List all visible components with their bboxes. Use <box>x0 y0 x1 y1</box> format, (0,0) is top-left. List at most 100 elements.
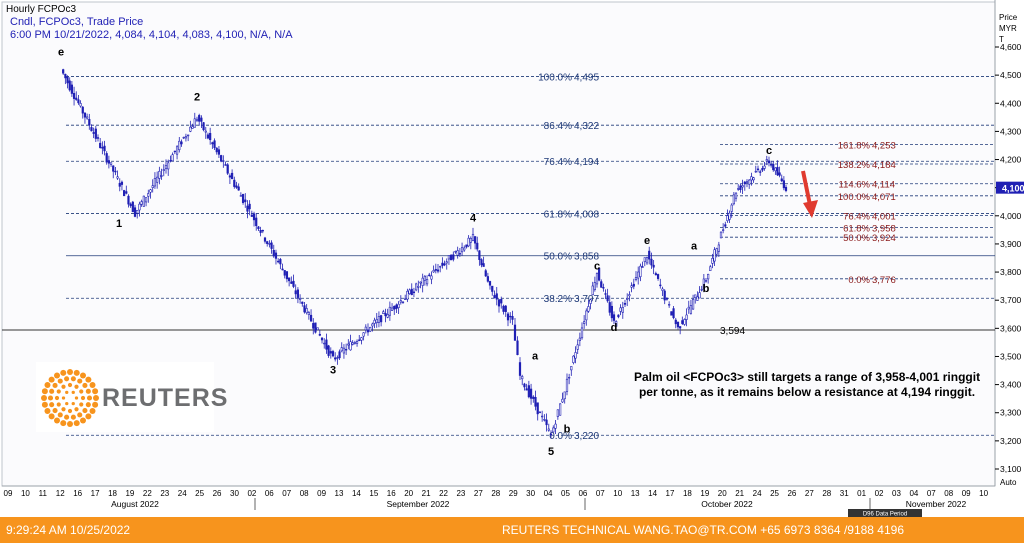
candle <box>123 189 126 197</box>
candle <box>488 280 492 290</box>
candle <box>506 312 510 327</box>
candle <box>428 272 431 277</box>
candle <box>698 286 701 299</box>
candle <box>364 324 367 334</box>
candle <box>213 138 216 150</box>
candle <box>167 159 170 176</box>
candle <box>338 349 341 361</box>
x-tick-label: 16 <box>73 489 82 498</box>
y-tick-label: 4,500 <box>1000 70 1022 80</box>
candle <box>241 193 245 205</box>
x-tick-label: 19 <box>700 489 709 498</box>
data-period-label: D96 Data Period <box>863 512 907 518</box>
x-tick-label: 31 <box>840 489 849 498</box>
x-tick-label: 01 <box>857 489 866 498</box>
candle <box>589 298 592 310</box>
candle <box>288 277 291 287</box>
y-tick-label: 3,900 <box>1000 239 1022 249</box>
candle <box>239 192 242 197</box>
candle <box>412 287 416 298</box>
candle <box>70 80 73 97</box>
x-tick-label: 10 <box>21 489 30 498</box>
candle <box>639 263 642 282</box>
candle <box>298 294 302 304</box>
x-tick-label: 14 <box>648 489 657 498</box>
x-tick-label: 07 <box>596 489 605 498</box>
candle <box>691 294 695 310</box>
footer-credit: REUTERS TECHNICAL WANG.TAO@TR.COM +65 69… <box>502 523 904 537</box>
x-tick-label: 13 <box>631 489 640 498</box>
x-tick-label: 22 <box>143 489 152 498</box>
candle <box>301 301 304 307</box>
candle <box>486 272 489 283</box>
candle <box>763 162 766 171</box>
candle <box>318 329 321 337</box>
x-month-label: October 2022 <box>701 499 753 509</box>
candle <box>204 126 207 139</box>
candle <box>739 183 742 193</box>
y-tick-label: 3,700 <box>1000 295 1022 305</box>
candle <box>556 409 559 420</box>
candle <box>767 156 771 167</box>
candle <box>430 271 433 285</box>
candle <box>674 317 677 329</box>
candle <box>593 276 596 292</box>
x-month-label: August 2022 <box>111 499 159 509</box>
candle <box>92 127 95 139</box>
wave-label: d <box>611 322 618 334</box>
candle <box>406 288 409 303</box>
candle <box>598 267 601 282</box>
candle <box>694 294 697 304</box>
candle <box>772 160 775 172</box>
candle <box>495 286 498 306</box>
candle <box>518 357 522 380</box>
down-arrow-icon <box>801 170 818 218</box>
x-tick-label: 30 <box>526 489 535 498</box>
candle <box>323 338 326 349</box>
candle <box>450 254 453 261</box>
fib-left-value: 4,194 <box>574 157 599 168</box>
candle <box>732 191 735 206</box>
x-tick-label: 10 <box>979 489 988 498</box>
candle <box>309 309 313 322</box>
candle <box>417 280 420 293</box>
candle <box>765 155 768 166</box>
x-tick-label: 17 <box>666 489 675 498</box>
x-tick-label: 28 <box>822 489 831 498</box>
candle <box>509 312 512 324</box>
fib-right-pct: 61.8% <box>843 224 870 235</box>
candle <box>467 235 470 248</box>
candle <box>591 281 594 296</box>
candle <box>665 297 669 301</box>
candle <box>759 169 762 176</box>
y-tick-label: 4,200 <box>1000 155 1022 165</box>
x-tick-label: 06 <box>265 489 274 498</box>
fib-left-pct: 86.4% <box>544 121 572 132</box>
candle <box>316 327 319 331</box>
candle <box>112 165 115 179</box>
x-tick-label: 26 <box>213 489 222 498</box>
x-tick-label: 25 <box>195 489 204 498</box>
candle <box>62 68 65 75</box>
candle <box>347 339 350 350</box>
candle <box>676 321 680 330</box>
x-tick-label: 03 <box>892 489 901 498</box>
x-tick-label: 22 <box>439 489 448 498</box>
candle <box>656 273 660 281</box>
candle <box>349 334 352 351</box>
candle <box>118 178 121 192</box>
candle <box>329 347 332 359</box>
candle <box>752 176 755 183</box>
candle <box>373 317 376 329</box>
candle <box>380 314 383 327</box>
candle <box>142 195 145 207</box>
candle <box>263 236 267 244</box>
fib-right-value: 3,958 <box>872 224 896 235</box>
x-tick-label: 18 <box>108 489 117 498</box>
fib-left-value: 3,858 <box>574 252 599 263</box>
candle <box>294 284 297 299</box>
candle <box>547 423 550 432</box>
candle <box>99 138 102 149</box>
candle <box>75 91 78 101</box>
fib-right-value: 4,253 <box>872 141 896 152</box>
